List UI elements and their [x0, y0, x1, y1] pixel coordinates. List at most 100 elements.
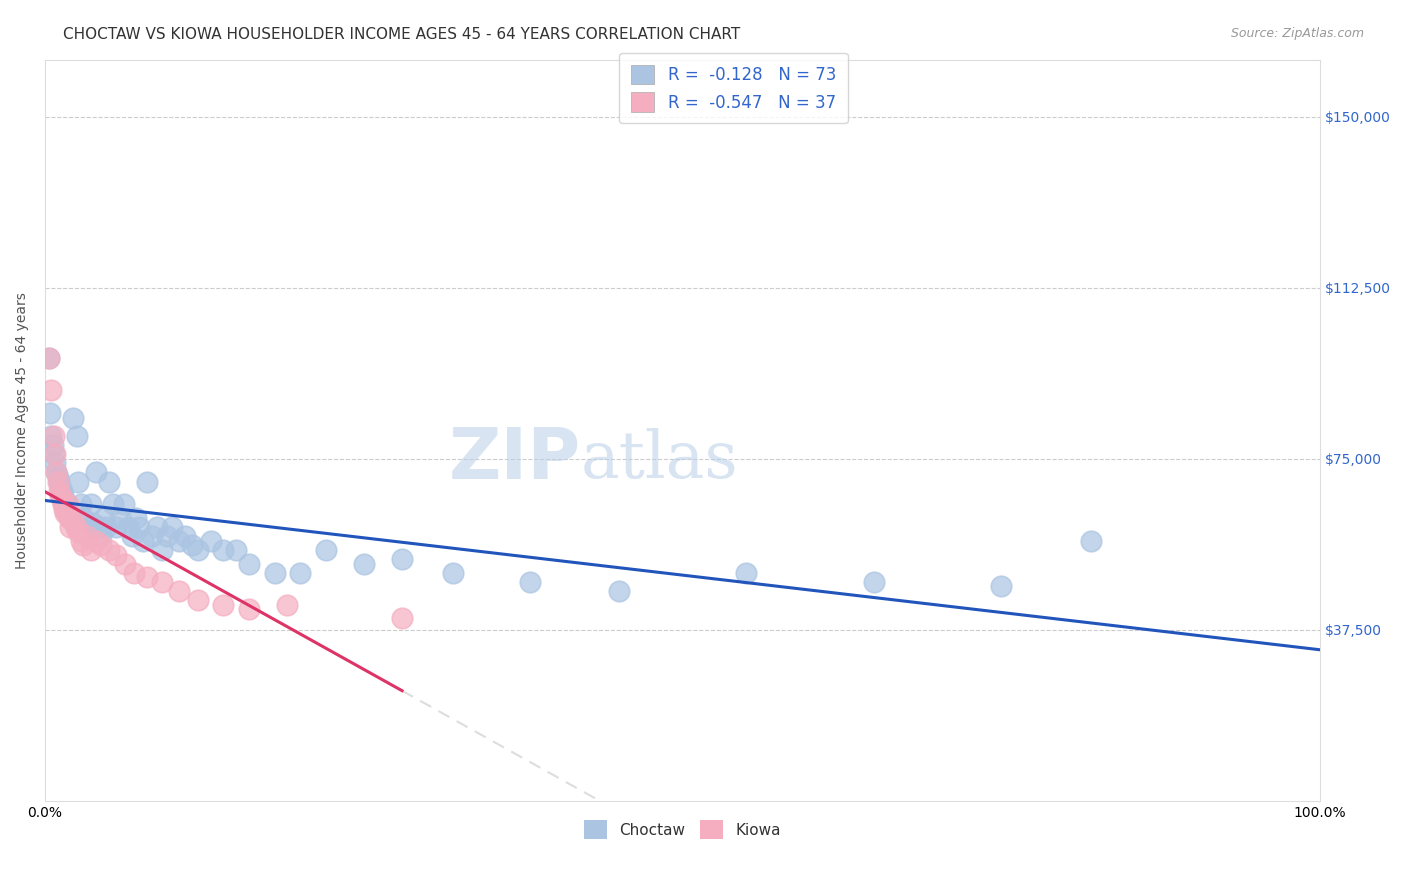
Point: [44, 447, 66, 461]
Point: [41, 384, 63, 398]
Point: [58, 507, 80, 521]
Point: [114, 557, 136, 571]
Point: [39, 406, 62, 420]
Point: [128, 520, 150, 534]
Point: [55, 497, 77, 511]
Point: [990, 579, 1012, 593]
Point: [45, 466, 67, 480]
Point: [49, 488, 72, 502]
Point: [187, 543, 209, 558]
Point: [238, 602, 260, 616]
Point: [187, 593, 209, 607]
Point: [51, 483, 73, 498]
Point: [162, 520, 184, 534]
Point: [519, 574, 541, 589]
Point: [174, 529, 197, 543]
Point: [65, 520, 87, 534]
Point: [288, 566, 311, 580]
Point: [45, 466, 67, 480]
Point: [97, 543, 120, 558]
Text: atlas: atlas: [581, 428, 738, 491]
Point: [53, 492, 76, 507]
Point: [122, 566, 145, 580]
Point: [212, 598, 235, 612]
Point: [87, 520, 110, 534]
Point: [141, 529, 163, 543]
Point: [1080, 533, 1102, 548]
Point: [124, 511, 146, 525]
Point: [180, 538, 202, 552]
Point: [38, 351, 60, 366]
Point: [97, 475, 120, 489]
Point: [56, 502, 79, 516]
Point: [59, 520, 82, 534]
Point: [132, 533, 155, 548]
Point: [121, 529, 143, 543]
Text: CHOCTAW VS KIOWA HOUSEHOLDER INCOME AGES 45 - 64 YEARS CORRELATION CHART: CHOCTAW VS KIOWA HOUSEHOLDER INCOME AGES…: [63, 27, 741, 42]
Point: [52, 488, 75, 502]
Point: [65, 520, 87, 534]
Point: [84, 533, 107, 548]
Point: [146, 520, 169, 534]
Point: [90, 529, 112, 543]
Point: [112, 497, 135, 511]
Point: [441, 566, 464, 580]
Text: Source: ZipAtlas.com: Source: ZipAtlas.com: [1230, 27, 1364, 40]
Point: [49, 479, 72, 493]
Point: [62, 511, 84, 525]
Point: [212, 543, 235, 558]
Point: [53, 507, 76, 521]
Y-axis label: Householder Income Ages 45 - 64 years: Householder Income Ages 45 - 64 years: [15, 292, 30, 569]
Point: [105, 548, 128, 562]
Point: [58, 511, 80, 525]
Point: [48, 475, 70, 489]
Point: [607, 584, 630, 599]
Text: ZIP: ZIP: [449, 425, 581, 494]
Point: [69, 533, 91, 548]
Point: [46, 475, 69, 489]
Point: [70, 524, 93, 539]
Point: [80, 543, 103, 558]
Point: [60, 511, 83, 525]
Point: [42, 429, 65, 443]
Point: [38, 351, 60, 366]
Point: [82, 516, 104, 530]
Point: [53, 497, 76, 511]
Point: [136, 570, 159, 584]
Point: [72, 511, 94, 525]
Point: [41, 438, 63, 452]
Point: [84, 466, 107, 480]
Point: [167, 584, 190, 599]
Point: [136, 475, 159, 489]
Point: [41, 429, 63, 443]
Point: [200, 533, 222, 548]
Point: [101, 497, 124, 511]
Point: [96, 520, 118, 534]
Point: [156, 529, 179, 543]
Point: [76, 529, 98, 543]
Point: [238, 557, 260, 571]
Point: [56, 497, 79, 511]
Point: [53, 502, 76, 516]
Point: [80, 497, 103, 511]
Point: [63, 516, 86, 530]
Point: [66, 429, 89, 443]
Point: [150, 543, 173, 558]
Point: [276, 598, 298, 612]
Point: [90, 538, 112, 552]
Point: [72, 538, 94, 552]
Point: [62, 410, 84, 425]
Point: [150, 574, 173, 589]
Point: [93, 511, 115, 525]
Point: [69, 497, 91, 511]
Point: [108, 511, 131, 525]
Point: [51, 492, 73, 507]
Point: [46, 470, 69, 484]
Point: [55, 507, 77, 521]
Point: [59, 511, 82, 525]
Point: [44, 456, 66, 470]
Point: [315, 543, 337, 558]
Point: [67, 524, 90, 539]
Point: [67, 475, 90, 489]
Point: [75, 520, 97, 534]
